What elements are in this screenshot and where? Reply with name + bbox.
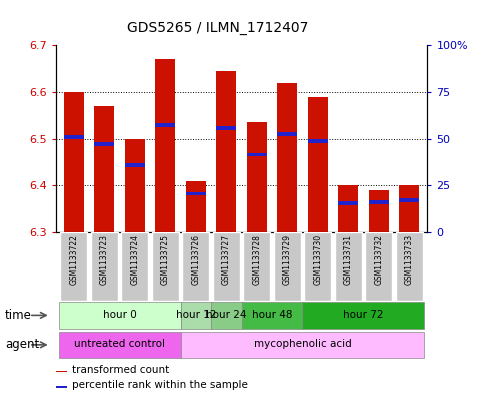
Bar	[369, 200, 389, 204]
Bar	[94, 106, 114, 232]
FancyBboxPatch shape	[365, 232, 392, 301]
Bar	[399, 185, 419, 232]
FancyBboxPatch shape	[274, 232, 300, 301]
Bar	[338, 201, 358, 205]
FancyBboxPatch shape	[242, 302, 302, 329]
Bar	[277, 83, 297, 232]
Text: GSM1133727: GSM1133727	[222, 234, 231, 285]
Text: mycophenolic acid: mycophenolic acid	[254, 339, 351, 349]
Text: hour 0: hour 0	[103, 310, 136, 320]
FancyBboxPatch shape	[181, 302, 211, 329]
FancyBboxPatch shape	[91, 232, 118, 301]
Text: percentile rank within the sample: percentile rank within the sample	[72, 380, 248, 390]
Text: hour 12: hour 12	[175, 310, 216, 320]
FancyBboxPatch shape	[58, 332, 181, 358]
FancyBboxPatch shape	[181, 332, 425, 358]
Bar	[64, 135, 84, 139]
Bar	[94, 142, 114, 145]
FancyBboxPatch shape	[58, 302, 181, 329]
Bar	[338, 185, 358, 232]
Text: GSM1133733: GSM1133733	[405, 234, 413, 285]
Bar	[186, 180, 206, 232]
Text: GSM1133731: GSM1133731	[344, 234, 353, 285]
Bar	[125, 163, 145, 167]
Bar	[399, 198, 419, 202]
Bar	[186, 192, 206, 195]
Text: GSM1133725: GSM1133725	[161, 234, 170, 285]
Bar	[369, 190, 389, 232]
Bar	[216, 71, 236, 232]
Bar	[247, 122, 267, 232]
Text: GSM1133722: GSM1133722	[70, 234, 78, 285]
FancyBboxPatch shape	[121, 232, 148, 301]
Text: GSM1133726: GSM1133726	[191, 234, 200, 285]
FancyBboxPatch shape	[304, 232, 331, 301]
Text: hour 24: hour 24	[206, 310, 246, 320]
FancyBboxPatch shape	[60, 232, 87, 301]
Text: GSM1133732: GSM1133732	[374, 234, 383, 285]
Bar	[277, 132, 297, 136]
Bar	[64, 92, 84, 232]
Text: agent: agent	[5, 338, 39, 351]
Bar	[308, 97, 327, 232]
Bar	[56, 386, 67, 388]
Text: hour 72: hour 72	[343, 310, 384, 320]
Text: hour 48: hour 48	[252, 310, 292, 320]
FancyBboxPatch shape	[302, 302, 425, 329]
Text: untreated control: untreated control	[74, 339, 165, 349]
FancyBboxPatch shape	[211, 302, 242, 329]
Text: GSM1133724: GSM1133724	[130, 234, 139, 285]
FancyBboxPatch shape	[396, 232, 423, 301]
Text: transformed count: transformed count	[72, 365, 170, 375]
Text: GSM1133723: GSM1133723	[100, 234, 109, 285]
Bar	[156, 59, 175, 232]
FancyBboxPatch shape	[152, 232, 179, 301]
FancyBboxPatch shape	[183, 232, 209, 301]
FancyBboxPatch shape	[243, 232, 270, 301]
Bar	[56, 371, 67, 372]
Bar	[308, 140, 327, 143]
Bar	[216, 127, 236, 130]
Text: time: time	[5, 309, 32, 322]
FancyBboxPatch shape	[335, 232, 362, 301]
FancyBboxPatch shape	[213, 232, 240, 301]
Text: GSM1133728: GSM1133728	[252, 234, 261, 285]
Text: GSM1133730: GSM1133730	[313, 234, 322, 285]
Text: GSM1133729: GSM1133729	[283, 234, 292, 285]
Bar	[125, 139, 145, 232]
Bar	[247, 152, 267, 156]
Text: GDS5265 / ILMN_1712407: GDS5265 / ILMN_1712407	[127, 21, 308, 35]
Bar	[156, 123, 175, 127]
